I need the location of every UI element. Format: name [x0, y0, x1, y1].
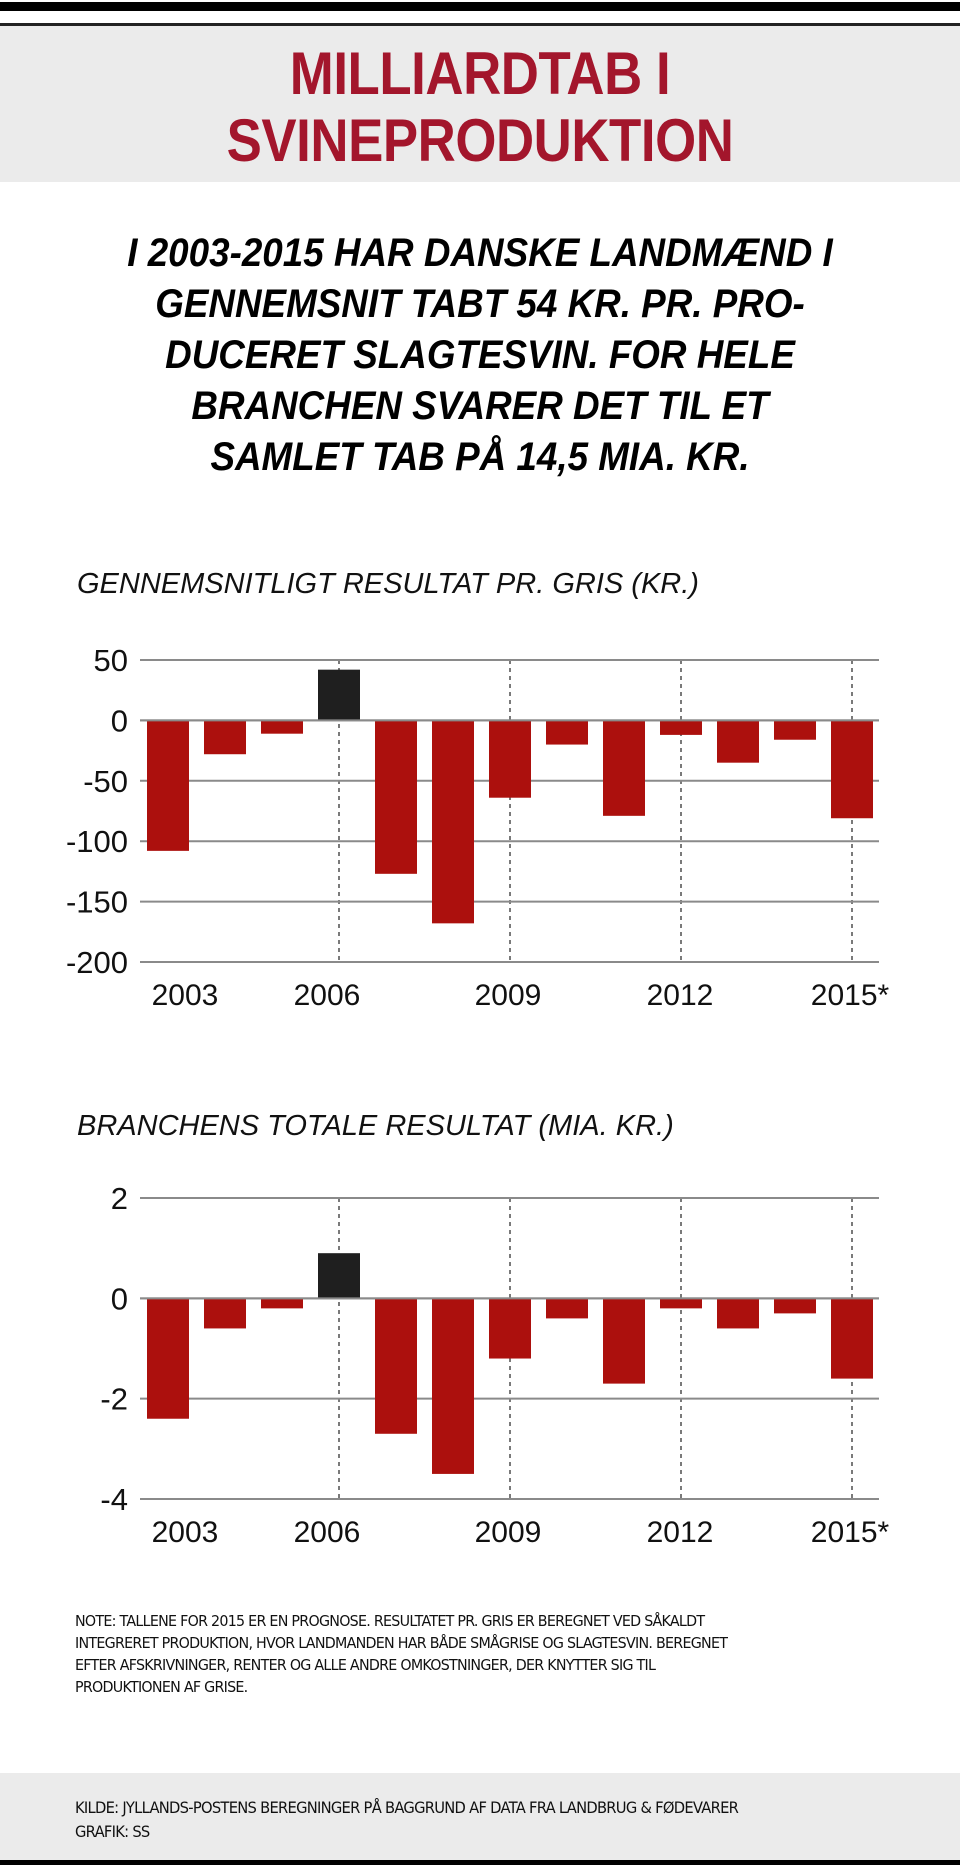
footnote-line: NOTE: TALLENE FOR 2015 ER EN PROGNOSE. R…	[75, 1612, 705, 1630]
main-title-line-1: MILLIARDTAB I	[289, 40, 671, 107]
x-tick-label: 2003	[152, 1516, 219, 1549]
subtitle-line: BRANCHEN SVARER DET TIL ET	[191, 384, 769, 428]
subtitle-line: GENNEMSNIT TABT 54 KR. PR. PRO-	[155, 282, 805, 326]
bar-2005	[261, 720, 303, 734]
bar-2011	[603, 720, 645, 816]
bar-2008	[432, 720, 474, 924]
subtitle-line: DUCERET SLAGTESVIN. FOR HELE	[165, 333, 795, 377]
bar-2009	[489, 720, 531, 798]
source-block: KILDE: JYLLANDS-POSTENS BEREGNINGER PÅ B…	[75, 1796, 866, 1844]
main-title-line-2: SVINEPRODUKTION	[226, 107, 734, 174]
y-tick-label: -4	[100, 1482, 128, 1517]
footnote-line: INTEGRERET PRODUKTION, HVOR LANDMANDEN H…	[75, 1634, 728, 1652]
subtitle-line: SAMLET TAB PÅ 14,5 MIA. KR.	[210, 435, 750, 479]
y-tick-label: -50	[83, 764, 128, 799]
x-tick-label: 2015*	[811, 1516, 890, 1549]
source-text: KILDE: JYLLANDS-POSTENS BEREGNINGER PÅ B…	[75, 1798, 739, 1817]
x-tick-label: 2009	[475, 979, 542, 1012]
bar-2004	[204, 720, 246, 755]
bar-2014	[774, 1298, 816, 1314]
bar-2009	[489, 1298, 531, 1359]
footnote-line: PRODUKTIONEN AF GRISE.	[75, 1678, 248, 1696]
bar-2013	[717, 1298, 759, 1329]
bar-2005	[261, 1298, 303, 1309]
x-tick-label: 2012	[647, 979, 714, 1012]
bar-2011	[603, 1298, 645, 1384]
top-rule-thin	[0, 23, 960, 26]
y-tick-label: 0	[111, 1281, 128, 1316]
graphics-credit: GRAFIK: SS	[75, 1822, 150, 1841]
y-tick-label: -100	[66, 824, 128, 859]
subtitle-line: I 2003-2015 HAR DANSKE LANDMÆND I	[127, 231, 833, 275]
bar-2015	[831, 720, 873, 819]
y-tick-label: -2	[100, 1382, 128, 1417]
header-band	[0, 26, 960, 182]
bar-2010	[546, 1298, 588, 1319]
x-tick-label: 2006	[294, 979, 361, 1012]
y-tick-label: 50	[94, 643, 128, 678]
bar-2008	[432, 1298, 474, 1474]
bar-2007	[375, 1298, 417, 1434]
bar-2006	[318, 669, 360, 721]
footnote: NOTE: TALLENE FOR 2015 ER EN PROGNOSE. R…	[75, 1610, 829, 1698]
y-tick-label: 0	[111, 703, 128, 738]
bottom-rule	[0, 1860, 960, 1865]
y-tick-label: -150	[66, 885, 128, 920]
top-rule-thick	[0, 2, 960, 11]
bar-2015	[831, 1298, 873, 1379]
x-tick-label: 2015*	[811, 979, 890, 1012]
bar-2010	[546, 720, 588, 745]
bar-2003	[147, 1298, 189, 1419]
footnote-line: EFTER AFSKRIVNINGER, RENTER OG ALLE ANDR…	[75, 1656, 656, 1674]
y-tick-label: -200	[66, 945, 128, 980]
bar-2003	[147, 720, 189, 851]
x-tick-label: 2006	[294, 1516, 361, 1549]
x-tick-label: 2009	[475, 1516, 542, 1549]
bar-2013	[717, 720, 759, 763]
main-title: MILLIARDTAB I SVINEPRODUKTION	[58, 40, 903, 174]
bar-2007	[375, 720, 417, 874]
bar-2012	[660, 1298, 702, 1309]
bar-2012	[660, 720, 702, 735]
subtitle: I 2003-2015 HAR DANSKE LANDMÆND I GENNEM…	[57, 228, 903, 483]
footer-band	[0, 1773, 960, 1860]
chart-industry-total: 2 0 -2 -4 2003 2006 2009 2012 2015*	[100, 1181, 890, 1549]
bar-2004	[204, 1298, 246, 1329]
bar-2014	[774, 720, 816, 740]
x-tick-label: 2003	[152, 979, 219, 1012]
chart-per-pig: 50 0 -50 -100 -150 -200 2003 2006 2009 2012 2015*	[66, 643, 890, 1012]
y-tick-label: 2	[111, 1181, 128, 1216]
chart-1-title: GENNEMSNITLIGT RESULTAT PR. GRIS (KR.)	[77, 568, 699, 600]
bar-2006	[318, 1253, 360, 1299]
x-tick-label: 2012	[647, 1516, 714, 1549]
chart-2-title: BRANCHENS TOTALE RESULTAT (MIA. KR.)	[77, 1110, 674, 1142]
